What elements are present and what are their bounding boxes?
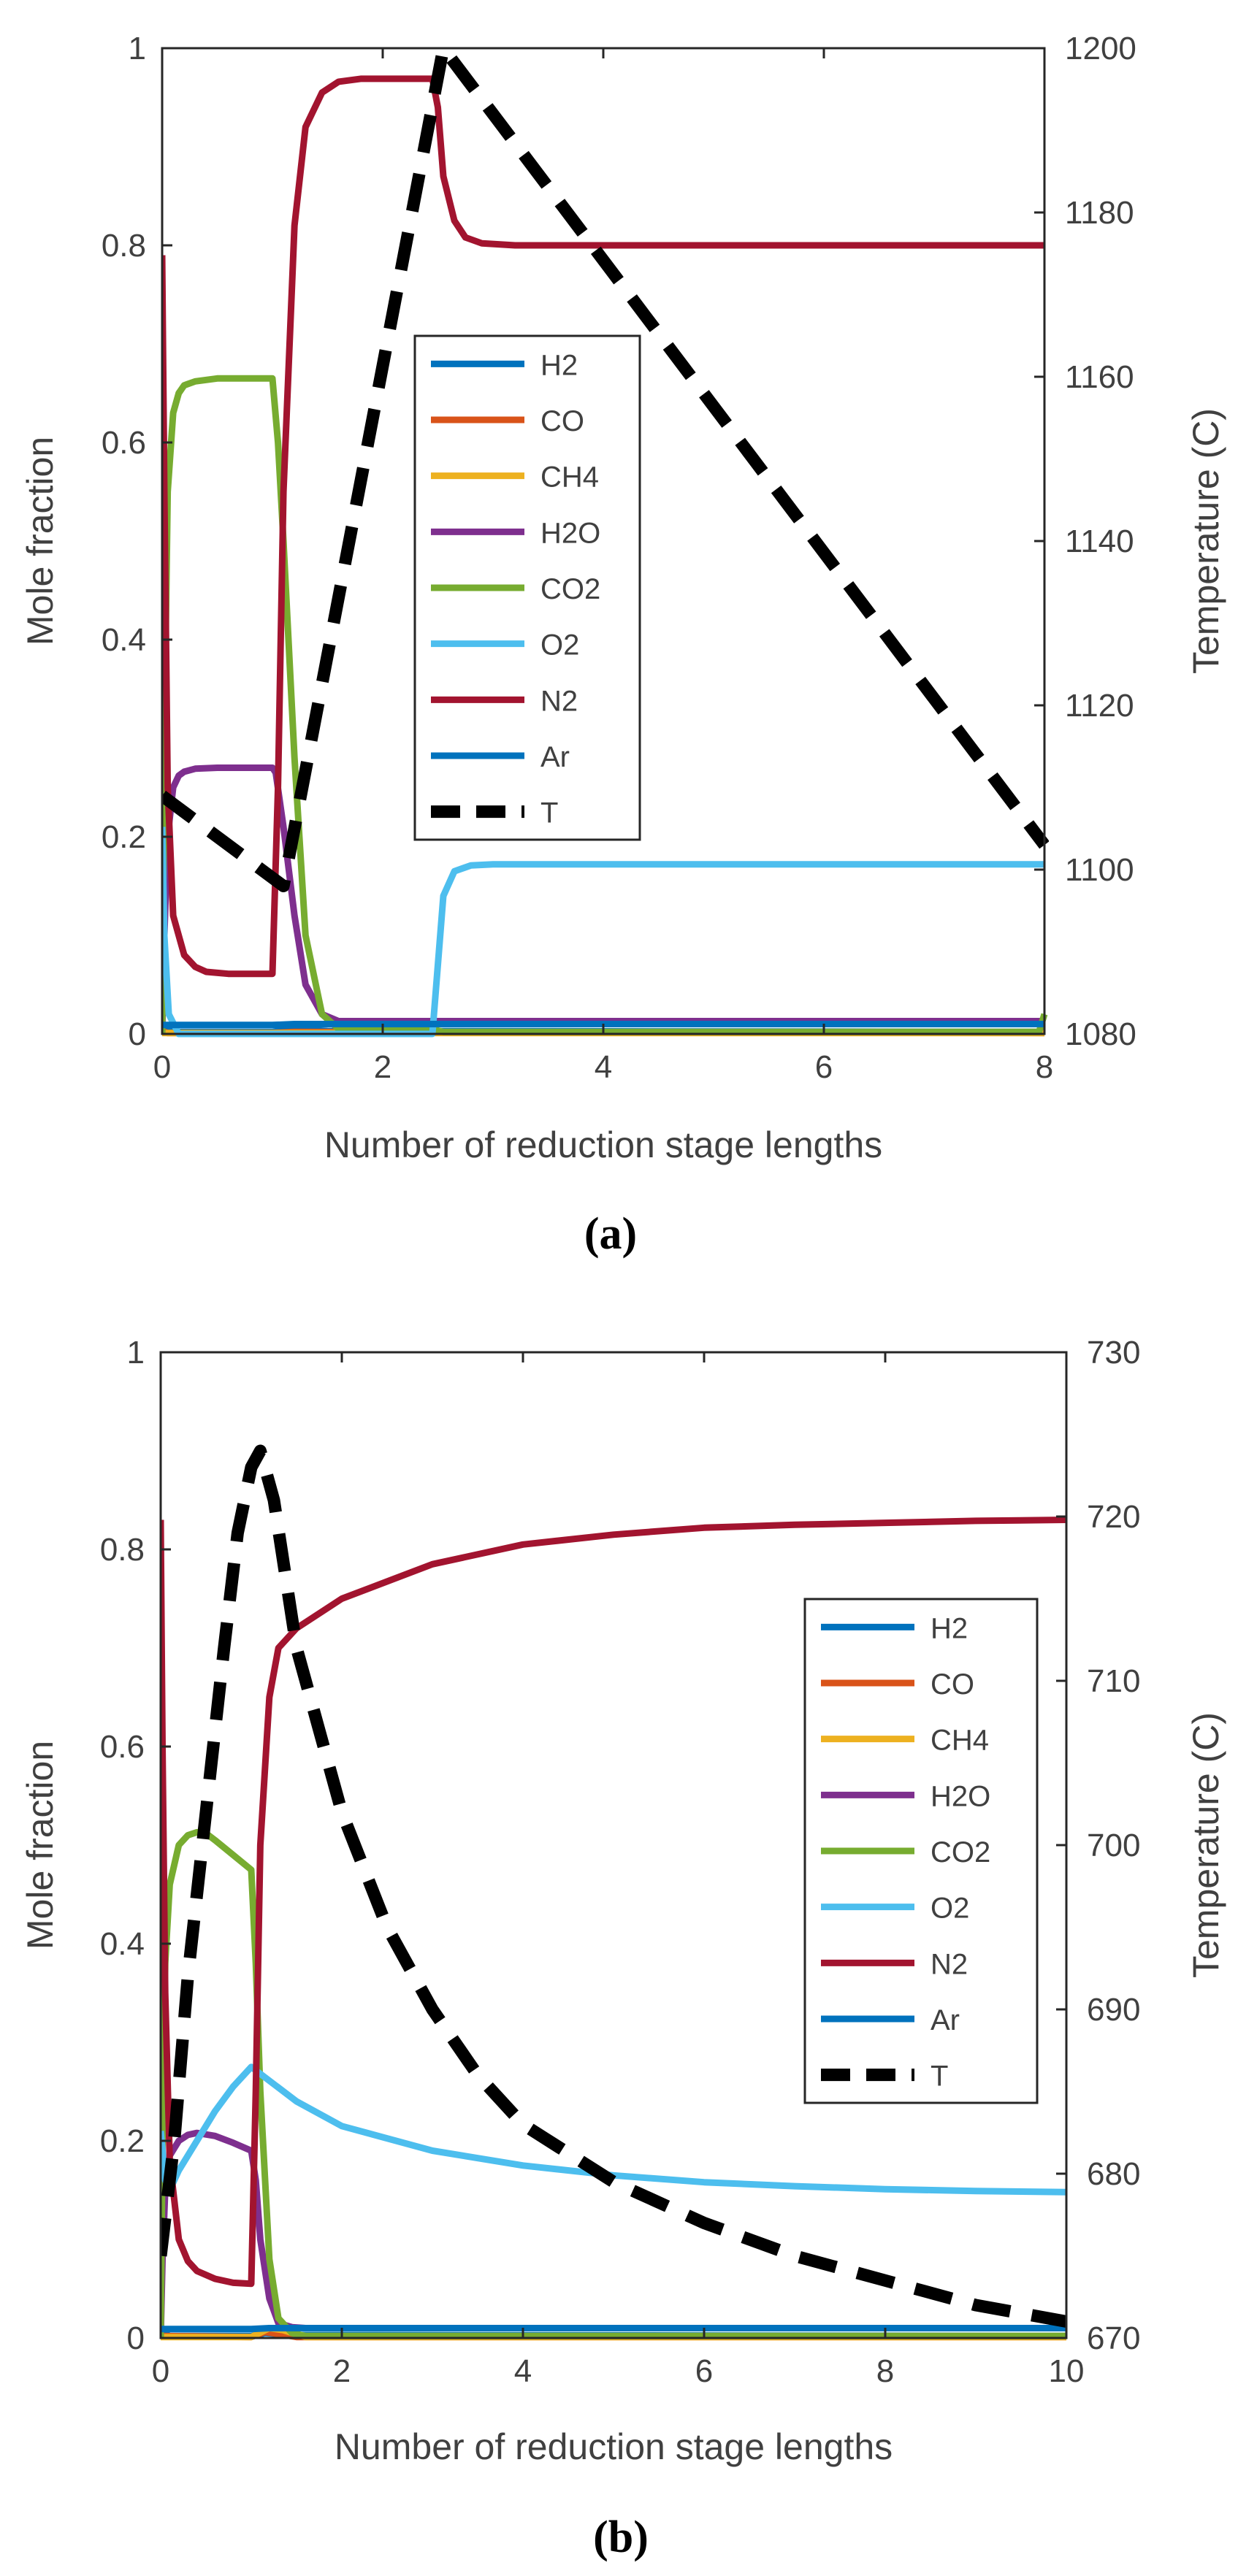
y-tick-label: 0.4 (100, 1926, 145, 1962)
legend-label-ar: Ar (540, 741, 570, 773)
legend: H2 CO CH4 H2O CO2 O2 N2 Ar T (413, 334, 641, 841)
series-n2-line (161, 1517, 1067, 2288)
series-h2o-line (161, 2129, 1066, 2339)
y-right-tick-label: 1140 (1065, 524, 1134, 559)
series-o2-line (162, 827, 1044, 1038)
x-tick-label: 8 (1036, 1049, 1053, 1085)
chart-a: 0 2 4 6 8 0 0.2 0.4 0.6 0.8 1 1080 1100 1120 1140 1160 1… (20, 31, 1226, 1259)
chart-caption: (b) (593, 2512, 649, 2562)
legend-label-o2: O2 (931, 1893, 969, 1925)
series-n2-line (162, 75, 1044, 978)
legend-label-t: T (540, 797, 558, 829)
y-right-tick-label: 720 (1087, 1499, 1140, 1535)
series-ar-line (162, 1021, 1044, 1029)
y-tick-label: 0 (129, 1016, 146, 1052)
y-right-tick-label: 1100 (1065, 852, 1134, 888)
x-tick-label: 4 (595, 1049, 612, 1085)
legend-label-ch4: CH4 (540, 461, 599, 494)
x-tick-label: 8 (876, 2353, 894, 2389)
y-right-tick-label: 1080 (1065, 1016, 1136, 1052)
y-right-tick-label: 1160 (1065, 359, 1134, 395)
series-ar-line (161, 2325, 1066, 2333)
y-tick-label: 0.8 (100, 1532, 145, 1568)
legend-label-co: CO (540, 405, 584, 437)
legend-label-t: T (931, 2061, 948, 2093)
y-tick-label: 0.6 (100, 1729, 145, 1765)
chart-caption: (a) (584, 1209, 637, 1259)
y-right-tick-label: 1200 (1065, 31, 1136, 66)
y-axis-label: Mole fraction (20, 1741, 61, 1950)
y-right-tick-label: 730 (1087, 1335, 1140, 1371)
series-t-line (162, 44, 1049, 892)
y-tick-label: 0.2 (102, 819, 146, 855)
y-tick-label: 0.6 (102, 425, 146, 461)
y-axis-label: Mole fraction (20, 437, 61, 645)
legend: H2 CO CH4 H2O CO2 O2 N2 Ar T (803, 1598, 1039, 2104)
series-o2-line (161, 2063, 1067, 2196)
y-right-tick-label: 1120 (1065, 688, 1134, 724)
y-tick-label: 1 (127, 1335, 145, 1371)
y-right-axis-label: Temperature (C) (1185, 408, 1226, 674)
y-right-tick-label: 1180 (1065, 195, 1134, 231)
y-right-tick-label: 670 (1087, 2320, 1140, 2356)
legend-label-co: CO (931, 1668, 974, 1701)
y-right-tick-label: 710 (1087, 1663, 1140, 1699)
y-tick-label: 0.4 (102, 622, 146, 658)
x-tick-label: 10 (1049, 2353, 1085, 2389)
legend-label-co2: CO2 (931, 1836, 990, 1868)
x-tick-label: 6 (695, 2353, 713, 2389)
x-tick-label: 2 (333, 2353, 351, 2389)
legend-label-n2: N2 (931, 1948, 968, 1980)
series-t-line (161, 1444, 1068, 2328)
chart-b: 0 2 4 6 8 10 0 0.2 0.4 0.6 0.8 1 670 680 690 700 710 720 7… (20, 1335, 1226, 2562)
y-right-tick-label: 690 (1087, 1992, 1140, 2028)
legend-label-ar: Ar (931, 2004, 960, 2036)
y-right-axis-label: Temperature (C) (1185, 1712, 1226, 1978)
series-group (161, 1444, 1068, 2341)
x-tick-label: 0 (153, 1049, 171, 1085)
x-tick-label: 2 (374, 1049, 391, 1085)
x-axis-label: Number of reduction stage lengths (335, 2426, 893, 2467)
y-tick-label: 0.8 (102, 228, 146, 264)
y-tick-label: 1 (129, 31, 146, 66)
legend-label-ch4: CH4 (931, 1725, 989, 1757)
legend-label-h2: H2 (931, 1612, 968, 1644)
x-axis-label: Number of reduction stage lengths (324, 1124, 882, 1165)
y-tick-label: 0.2 (100, 2123, 145, 2159)
legend-label-h2o: H2O (540, 517, 600, 549)
legend-label-n2: N2 (540, 685, 578, 717)
legend-label-o2: O2 (540, 629, 579, 662)
x-tick-label: 6 (815, 1049, 833, 1085)
y-right-tick-label: 680 (1087, 2156, 1140, 2192)
legend-label-h2: H2 (540, 349, 578, 381)
legend-label-h2o: H2O (931, 1780, 990, 1812)
x-tick-label: 4 (514, 2353, 532, 2389)
y-tick-label: 0 (127, 2320, 145, 2356)
legend-label-co2: CO2 (540, 573, 600, 605)
x-tick-label: 0 (152, 2353, 169, 2389)
y-right-tick-label: 700 (1087, 1828, 1140, 1863)
series-co2-line (161, 1828, 1066, 2339)
